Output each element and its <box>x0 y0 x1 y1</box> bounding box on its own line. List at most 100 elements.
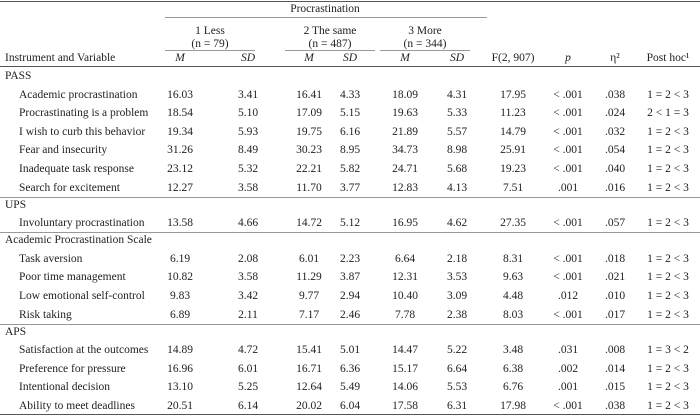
cell: 2.18 <box>446 252 468 265</box>
cell: .038 <box>604 400 626 412</box>
cell: 1 = 3 < 2 <box>647 344 689 357</box>
cell: 22.21 <box>296 163 322 175</box>
cell: < .001 <box>553 252 583 265</box>
cell: 5.57 <box>446 125 468 138</box>
cell: 4.31 <box>446 88 468 101</box>
cell: 16.71 <box>296 362 322 375</box>
cell: 16.41 <box>296 88 322 101</box>
cell: 3.58 <box>237 181 259 194</box>
group-n: (n = 79) <box>191 38 229 50</box>
cell: 3.77 <box>339 181 361 194</box>
cell: 9.83 <box>169 290 191 302</box>
cell: 2.38 <box>446 308 468 321</box>
cell: 6.76 <box>502 381 524 394</box>
cell: 16.95 <box>392 217 418 230</box>
cell: 15.17 <box>392 362 418 375</box>
cell: 3.53 <box>446 271 468 284</box>
cell: < .001 <box>553 308 583 321</box>
cell: .054 <box>604 144 626 157</box>
cell: .017 <box>604 308 626 321</box>
cell: 9.63 <box>502 271 524 284</box>
group-n: (n = 487) <box>308 38 352 50</box>
cell: .018 <box>604 252 626 265</box>
cell: 5.15 <box>339 107 361 120</box>
cell: 6.64 <box>446 362 468 375</box>
cell: 27.35 <box>500 217 526 230</box>
cell: 8.49 <box>237 144 259 157</box>
cell: 5.33 <box>446 107 468 120</box>
cell: 1 = 2 < 3 <box>647 252 689 265</box>
cell: 1 = 2 < 3 <box>647 144 689 157</box>
cell: 14.79 <box>500 125 526 138</box>
cell: 5.10 <box>237 107 259 120</box>
cell: 6.36 <box>339 362 361 375</box>
cell: 12.64 <box>296 381 322 394</box>
row-label: Poor time management <box>19 271 126 284</box>
cell: 14.06 <box>392 381 418 394</box>
cell: .057 <box>604 217 626 230</box>
cell: .031 <box>557 344 579 357</box>
cell: 6.31 <box>446 400 468 412</box>
cell: 2.23 <box>339 252 361 265</box>
cell: 14.72 <box>296 217 322 230</box>
cell: 12.31 <box>392 271 418 284</box>
column-header: M <box>400 52 410 64</box>
cell: 11.29 <box>296 271 322 284</box>
section-title: Academic Procrastination Scale <box>5 234 152 247</box>
cell: .014 <box>604 362 626 375</box>
cell: 9.77 <box>298 290 320 302</box>
cell: 25.91 <box>500 144 526 157</box>
cell: 4.62 <box>446 217 468 230</box>
group-label: 2 The same <box>303 25 357 37</box>
cell: 4.13 <box>446 181 468 194</box>
column-header: F(2, 907) <box>491 52 535 64</box>
group-rule <box>285 50 375 51</box>
cell: < .001 <box>553 163 583 175</box>
column-header: SD <box>449 52 465 64</box>
cell: .032 <box>604 125 626 138</box>
group-n: (n = 344) <box>403 38 447 50</box>
cell: 2.11 <box>238 308 258 321</box>
row-label: Inadequate task response <box>19 163 134 175</box>
cell: 4.66 <box>237 217 259 230</box>
cell: 23.12 <box>167 163 193 175</box>
row-label: I wish to curb this behavior <box>19 125 146 138</box>
cell: 11.70 <box>296 181 322 194</box>
cell: 3.42 <box>237 290 259 302</box>
cell: 30.23 <box>296 144 322 157</box>
cell: < .001 <box>553 125 583 138</box>
cell: 1 = 2 < 3 <box>647 308 689 321</box>
cell: .015 <box>604 381 626 394</box>
cell: 10.82 <box>167 271 193 284</box>
column-header: M <box>304 52 314 64</box>
cell: 4.72 <box>237 344 259 357</box>
cell: .012 <box>557 290 579 302</box>
cell: 6.01 <box>298 252 320 265</box>
cell: .040 <box>604 163 626 175</box>
cell: 1 = 2 < 3 <box>647 125 689 138</box>
cell: 6.89 <box>169 308 191 321</box>
row-label: Ability to meet deadlines <box>19 400 135 412</box>
cell: 24.71 <box>392 163 418 175</box>
cell: 1 = 2 < 3 <box>647 362 689 375</box>
group-label: 1 Less <box>195 25 225 37</box>
cell: .021 <box>604 271 626 284</box>
cell: 13.10 <box>167 381 193 394</box>
cell: 1 = 2 < 3 <box>647 163 689 175</box>
cell: .024 <box>604 107 626 120</box>
cell: 3.58 <box>237 271 259 284</box>
cell: 11.23 <box>500 107 526 120</box>
cell: 6.16 <box>339 125 361 138</box>
cell: 16.96 <box>167 362 193 375</box>
row-label: Satisfaction at the outcomes <box>19 344 149 357</box>
row-label: Academic procrastination <box>19 88 138 101</box>
cell: 5.12 <box>339 217 361 230</box>
cell: 19.23 <box>500 163 526 175</box>
bottom-rule <box>0 414 700 415</box>
cell: < .001 <box>553 88 583 101</box>
cell: 17.95 <box>500 88 526 101</box>
section-title: PASS <box>5 70 32 82</box>
cell: .016 <box>604 181 626 194</box>
row-label: Task aversion <box>19 252 83 265</box>
